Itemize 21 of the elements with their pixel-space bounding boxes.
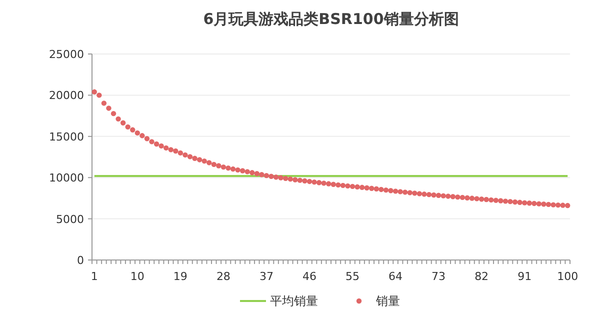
x-tick-label: 82: [474, 270, 489, 283]
x-tick-label: 10: [130, 270, 144, 283]
y-tick-label: 0: [77, 254, 84, 267]
y-tick-label: 25000: [49, 48, 84, 61]
x-tick-label: 100: [557, 270, 578, 283]
x-tick-label: 37: [259, 270, 274, 283]
y-tick-label: 10000: [49, 172, 84, 185]
y-tick-label: 15000: [49, 130, 84, 144]
legend-label: 平均销量: [270, 294, 318, 308]
y-tick-label: 20000: [49, 89, 84, 102]
legend-label: 销量: [375, 294, 400, 308]
x-tick-label: 28: [216, 270, 230, 283]
x-tick-label: 55: [346, 270, 360, 283]
chart-title: 6月玩具游戏品类BSR100销量分析图: [203, 10, 459, 28]
x-tick-label: 91: [518, 270, 532, 283]
x-tick-label: 46: [302, 270, 316, 283]
x-tick-label: 73: [432, 270, 446, 283]
x-tick-label: 64: [388, 270, 403, 283]
y-tick-label: 5000: [56, 212, 84, 226]
x-tick-label: 19: [173, 270, 188, 283]
x-tick-label: 1: [90, 270, 98, 283]
